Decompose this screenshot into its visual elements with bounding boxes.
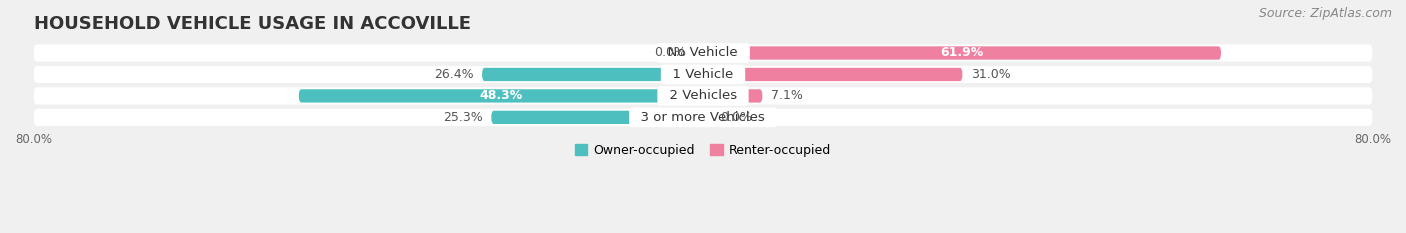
Text: HOUSEHOLD VEHICLE USAGE IN ACCOVILLE: HOUSEHOLD VEHICLE USAGE IN ACCOVILLE <box>34 15 471 33</box>
FancyBboxPatch shape <box>703 68 963 81</box>
FancyBboxPatch shape <box>34 109 1372 126</box>
FancyBboxPatch shape <box>491 111 703 124</box>
Text: 1 Vehicle: 1 Vehicle <box>664 68 742 81</box>
FancyBboxPatch shape <box>34 66 1372 83</box>
Text: Source: ZipAtlas.com: Source: ZipAtlas.com <box>1258 7 1392 20</box>
FancyBboxPatch shape <box>482 68 703 81</box>
Text: 0.0%: 0.0% <box>654 47 686 59</box>
Text: 0.0%: 0.0% <box>720 111 752 124</box>
Text: 2 Vehicles: 2 Vehicles <box>661 89 745 103</box>
FancyBboxPatch shape <box>703 46 1220 60</box>
Legend: Owner-occupied, Renter-occupied: Owner-occupied, Renter-occupied <box>569 139 837 162</box>
Text: 3 or more Vehicles: 3 or more Vehicles <box>633 111 773 124</box>
FancyBboxPatch shape <box>703 89 762 103</box>
FancyBboxPatch shape <box>34 87 1372 105</box>
Text: 25.3%: 25.3% <box>443 111 482 124</box>
Text: 7.1%: 7.1% <box>770 89 803 103</box>
Text: 61.9%: 61.9% <box>941 47 984 59</box>
Text: 26.4%: 26.4% <box>434 68 474 81</box>
FancyBboxPatch shape <box>299 89 703 103</box>
FancyBboxPatch shape <box>34 45 1372 62</box>
Text: 48.3%: 48.3% <box>479 89 523 103</box>
Text: 31.0%: 31.0% <box>970 68 1011 81</box>
Text: No Vehicle: No Vehicle <box>659 47 747 59</box>
